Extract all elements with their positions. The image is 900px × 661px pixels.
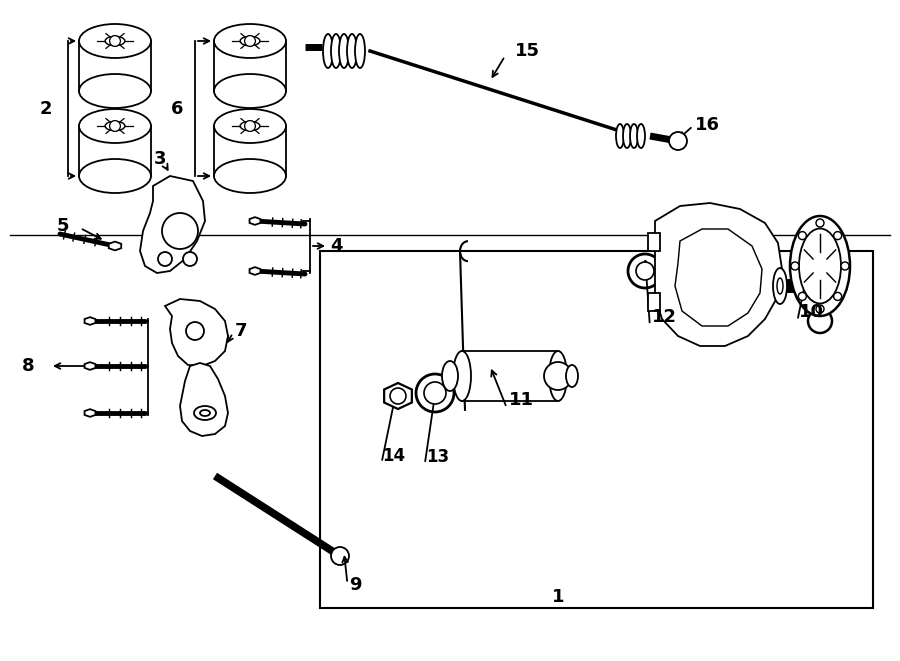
Ellipse shape — [79, 24, 151, 58]
Text: 8: 8 — [22, 357, 34, 375]
Circle shape — [798, 231, 806, 239]
Text: 9: 9 — [349, 576, 362, 594]
Ellipse shape — [790, 216, 850, 316]
Text: 16: 16 — [695, 116, 720, 134]
Text: 10: 10 — [799, 303, 824, 321]
Ellipse shape — [339, 34, 349, 68]
Ellipse shape — [777, 278, 783, 294]
Circle shape — [110, 36, 121, 46]
Ellipse shape — [79, 159, 151, 193]
Polygon shape — [384, 383, 412, 409]
Circle shape — [636, 262, 654, 280]
Ellipse shape — [214, 24, 286, 58]
Circle shape — [628, 254, 662, 288]
Bar — [320, 251, 873, 608]
Ellipse shape — [200, 410, 210, 416]
Ellipse shape — [442, 361, 458, 391]
Ellipse shape — [637, 124, 645, 148]
Circle shape — [416, 374, 454, 412]
Circle shape — [791, 262, 799, 270]
Circle shape — [669, 132, 687, 150]
Ellipse shape — [630, 124, 638, 148]
Polygon shape — [85, 409, 95, 417]
Ellipse shape — [323, 34, 333, 68]
Polygon shape — [249, 217, 260, 225]
Text: 15: 15 — [515, 42, 540, 60]
Circle shape — [390, 388, 406, 404]
Ellipse shape — [214, 159, 286, 193]
Ellipse shape — [616, 124, 624, 148]
Circle shape — [833, 231, 842, 239]
Ellipse shape — [355, 34, 365, 68]
Circle shape — [808, 309, 832, 333]
Ellipse shape — [240, 122, 260, 131]
Ellipse shape — [214, 109, 286, 143]
Ellipse shape — [549, 351, 567, 401]
Text: 2: 2 — [40, 100, 52, 118]
Circle shape — [798, 292, 806, 300]
Ellipse shape — [453, 351, 471, 401]
Text: 5: 5 — [57, 217, 69, 235]
Circle shape — [841, 262, 849, 270]
Ellipse shape — [105, 122, 125, 131]
Bar — [462, 351, 558, 401]
Circle shape — [331, 547, 349, 565]
Polygon shape — [675, 229, 762, 326]
Text: 7: 7 — [235, 322, 248, 340]
Polygon shape — [165, 299, 228, 366]
Text: 13: 13 — [426, 448, 449, 467]
Circle shape — [544, 362, 572, 390]
Bar — [648, 233, 660, 251]
Circle shape — [424, 382, 446, 404]
Text: 14: 14 — [382, 447, 406, 465]
Ellipse shape — [331, 34, 341, 68]
Circle shape — [186, 322, 204, 340]
Polygon shape — [249, 267, 260, 275]
Ellipse shape — [240, 36, 260, 46]
Circle shape — [833, 292, 842, 300]
Circle shape — [245, 36, 256, 46]
Circle shape — [245, 120, 256, 132]
Ellipse shape — [773, 268, 787, 304]
Circle shape — [158, 252, 172, 266]
Ellipse shape — [347, 34, 357, 68]
Circle shape — [816, 219, 824, 227]
Circle shape — [162, 213, 198, 249]
Ellipse shape — [79, 74, 151, 108]
Polygon shape — [85, 362, 95, 370]
Text: 3: 3 — [154, 150, 166, 168]
Ellipse shape — [214, 74, 286, 108]
Text: 1: 1 — [552, 588, 564, 606]
Polygon shape — [109, 242, 122, 251]
Text: 12: 12 — [652, 308, 677, 327]
Text: 6: 6 — [171, 100, 184, 118]
Polygon shape — [140, 176, 205, 273]
Ellipse shape — [194, 406, 216, 420]
Ellipse shape — [566, 365, 578, 387]
Ellipse shape — [79, 109, 151, 143]
Circle shape — [816, 305, 824, 313]
Ellipse shape — [799, 229, 841, 303]
Ellipse shape — [105, 36, 125, 46]
Bar — [648, 293, 660, 311]
Circle shape — [183, 252, 197, 266]
Ellipse shape — [623, 124, 631, 148]
Text: 4: 4 — [330, 237, 343, 255]
Polygon shape — [85, 317, 95, 325]
Text: 11: 11 — [508, 391, 534, 409]
Circle shape — [110, 120, 121, 132]
Polygon shape — [655, 203, 782, 346]
Polygon shape — [180, 363, 228, 436]
